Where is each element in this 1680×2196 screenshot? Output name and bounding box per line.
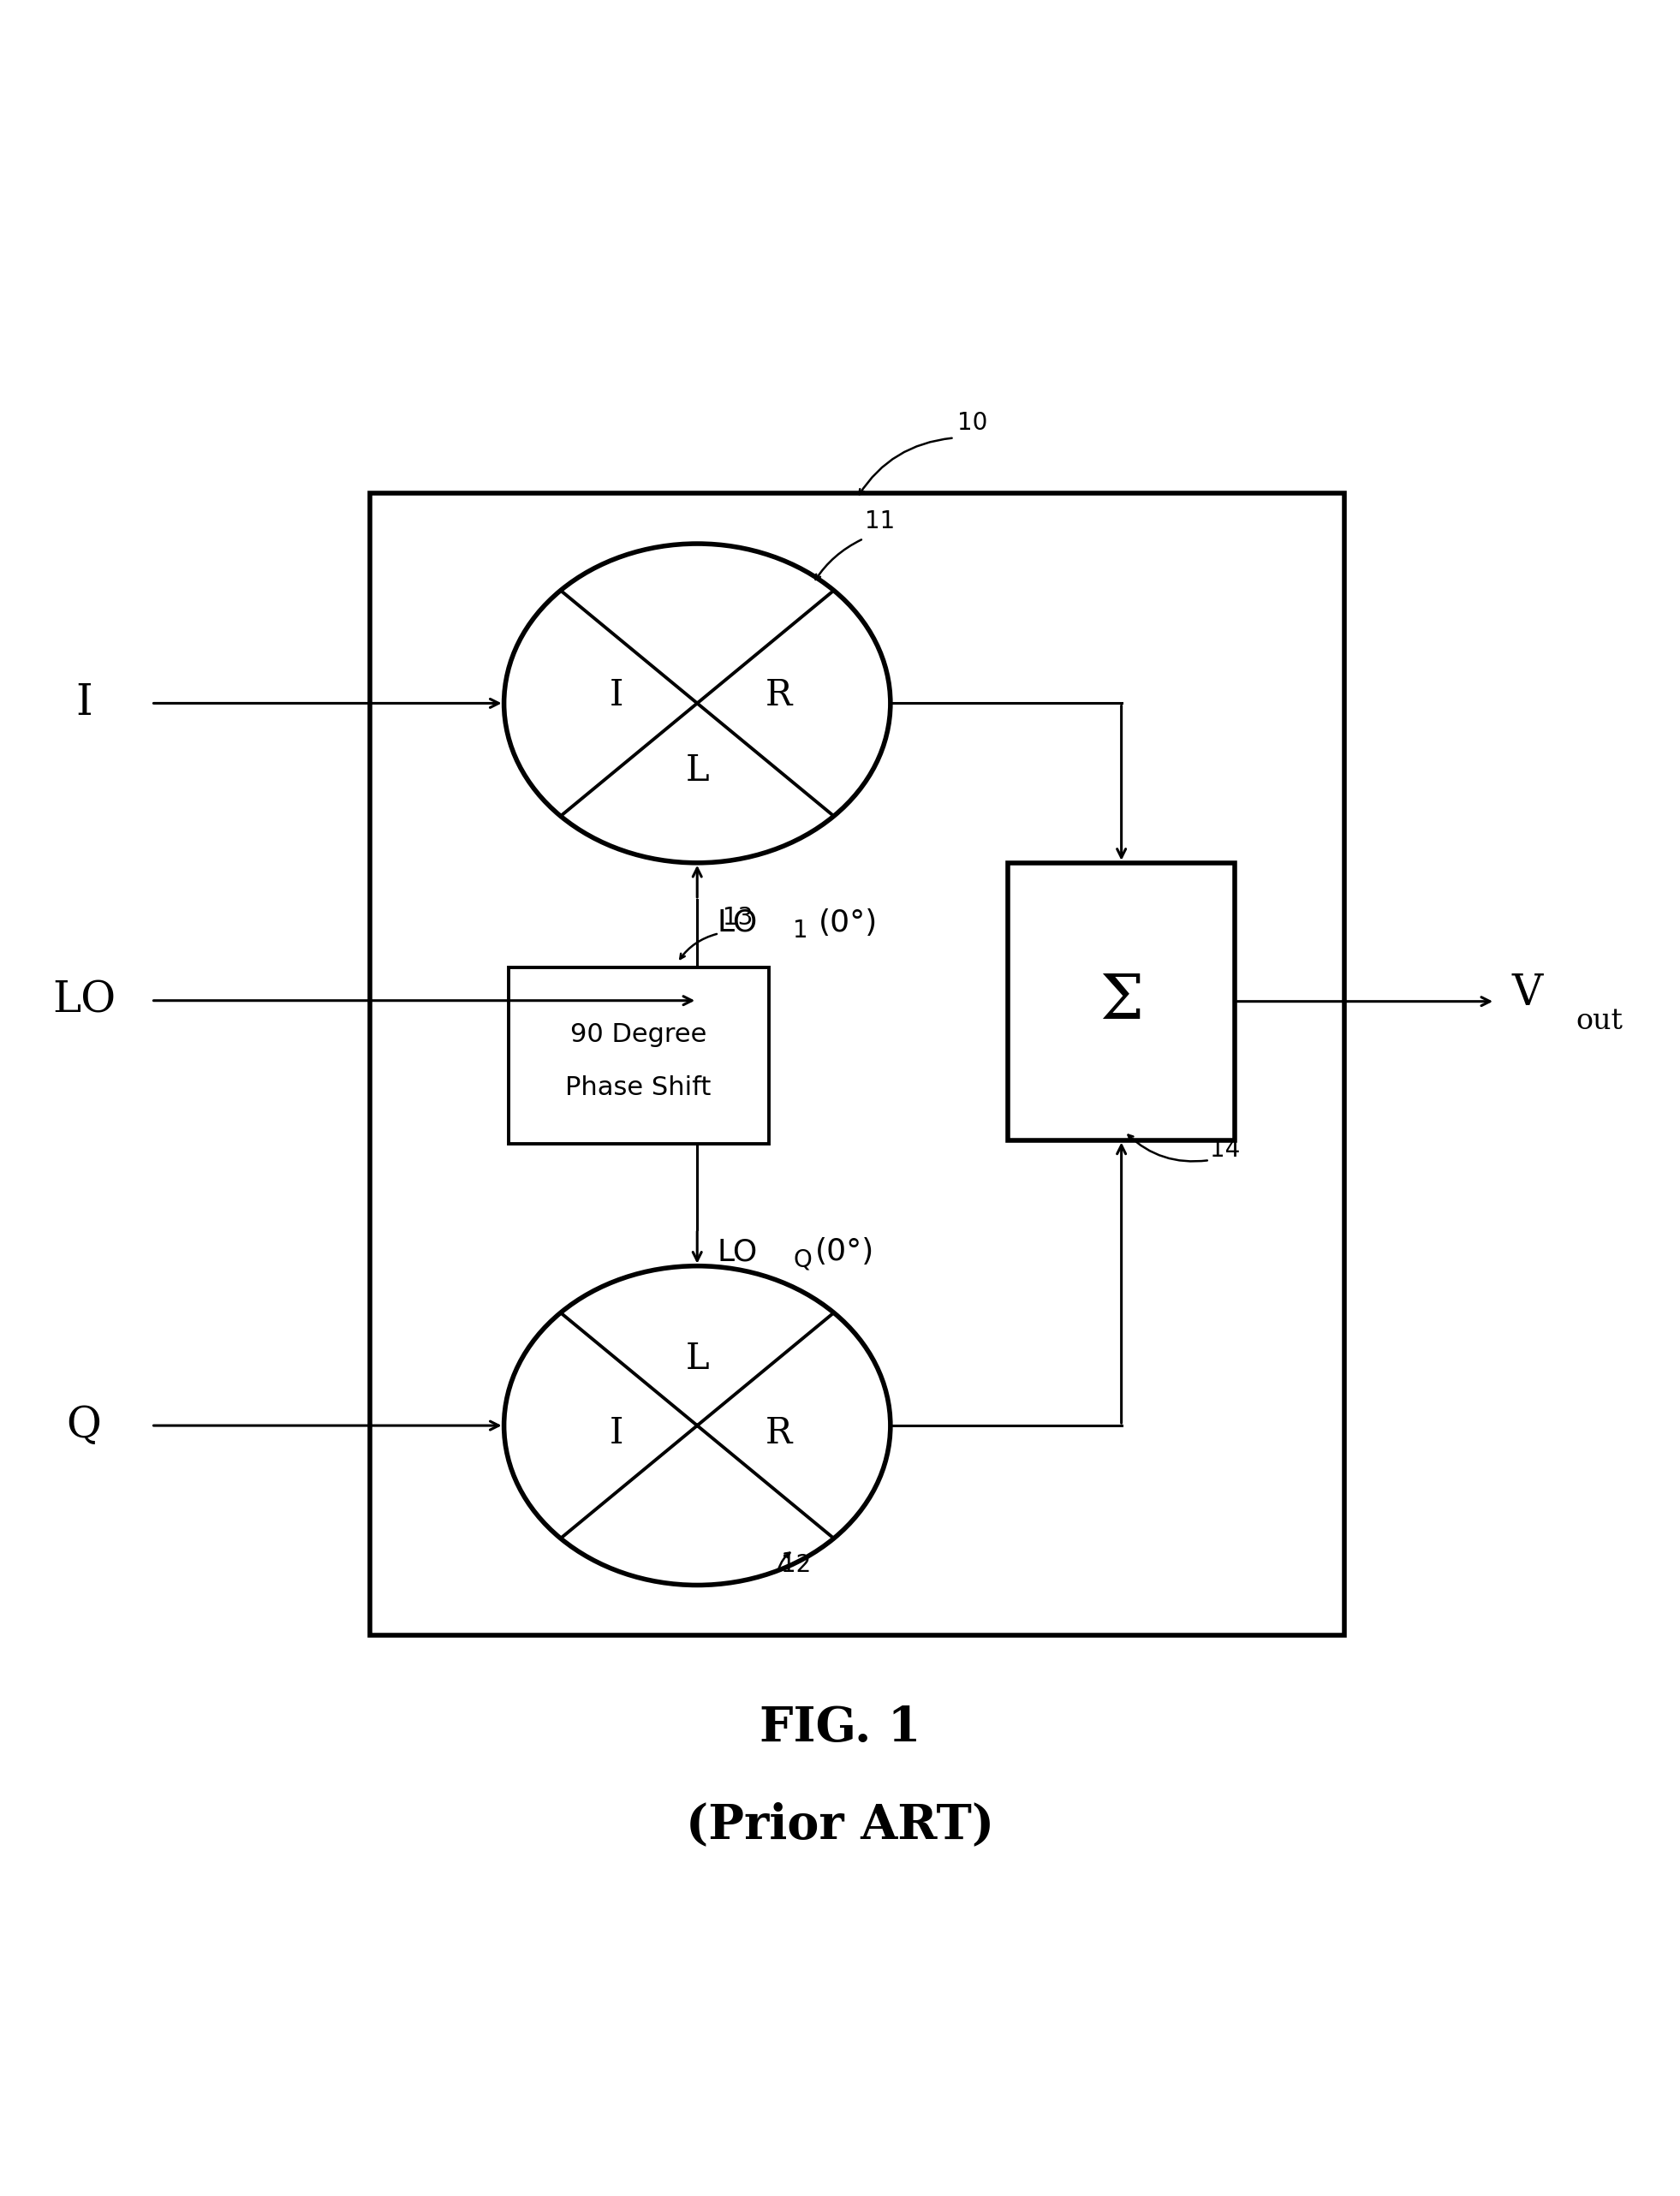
Ellipse shape: [504, 1265, 890, 1586]
Text: 1: 1: [793, 918, 808, 942]
Text: 12: 12: [781, 1553, 811, 1577]
Text: FIG. 1: FIG. 1: [759, 1704, 921, 1752]
Text: (0°): (0°): [815, 1236, 874, 1267]
Text: V: V: [1512, 973, 1542, 1015]
Text: (0°): (0°): [818, 909, 877, 938]
Text: LO: LO: [52, 979, 116, 1021]
Text: 10: 10: [958, 411, 988, 435]
Bar: [509, 968, 769, 1144]
Bar: [370, 494, 1344, 1636]
Text: 11: 11: [865, 509, 895, 534]
Text: 14: 14: [1210, 1138, 1240, 1162]
Text: Σ: Σ: [1099, 971, 1144, 1032]
Text: L: L: [685, 753, 709, 788]
Text: I: I: [76, 683, 92, 725]
Text: LO: LO: [717, 909, 758, 938]
Text: out: out: [1576, 1008, 1623, 1034]
Text: Q: Q: [793, 1247, 811, 1271]
Text: R: R: [764, 1416, 791, 1452]
Text: LO: LO: [717, 1236, 758, 1267]
Bar: [1008, 863, 1235, 1140]
Ellipse shape: [504, 545, 890, 863]
Text: R: R: [764, 676, 791, 714]
Text: L: L: [685, 1340, 709, 1377]
Text: Q: Q: [67, 1405, 101, 1447]
Text: 90 Degree: 90 Degree: [570, 1023, 707, 1047]
Text: Phase Shift: Phase Shift: [566, 1076, 711, 1100]
Text: 13: 13: [722, 907, 753, 931]
Text: I: I: [610, 1416, 623, 1452]
Text: I: I: [610, 676, 623, 714]
Text: (Prior ART): (Prior ART): [685, 1801, 995, 1849]
